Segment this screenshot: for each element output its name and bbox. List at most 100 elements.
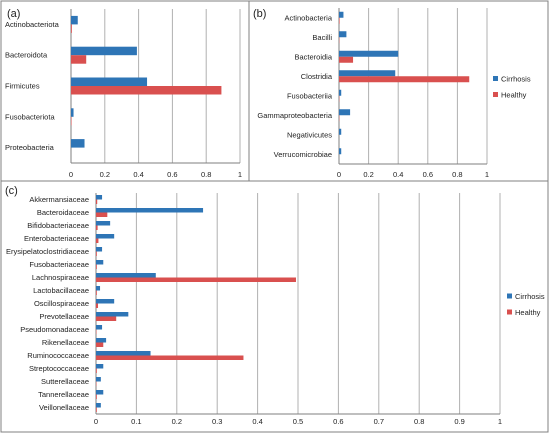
panel-label: (c): [5, 185, 18, 197]
legend-label-healthy: Healthy: [501, 91, 527, 100]
x-tick-label: 0.4: [252, 417, 262, 426]
bar-cirrhosis: [96, 195, 103, 200]
x-tick-label: 1: [498, 417, 502, 426]
bar-cirrhosis: [96, 273, 156, 278]
x-tick-label: 0.7: [374, 417, 384, 426]
bar-healthy: [96, 368, 97, 373]
bar-cirrhosis: [96, 390, 104, 395]
category-label: Prevotellaceae: [39, 312, 89, 321]
category-label: Bacilli: [312, 33, 332, 42]
bar-cirrhosis: [339, 148, 342, 155]
category-label: Actinobacteria: [284, 13, 332, 22]
bar-healthy: [71, 24, 72, 33]
category-label: Bacteroidaceae: [37, 208, 89, 217]
x-tick-label: 1: [485, 170, 489, 179]
category-label: Negativicutes: [287, 130, 332, 139]
bar-healthy: [96, 251, 97, 256]
bar-cirrhosis: [339, 31, 347, 38]
bar-cirrhosis: [339, 109, 351, 116]
panel-b-chart: (b) 0 0.2 0.4 0.6 0.8 1 Actinobacteria Bacilli Ba…: [253, 8, 531, 179]
bar-cirrhosis: [339, 89, 342, 96]
x-tick-label: 0.6: [423, 170, 433, 179]
bar-cirrhosis: [96, 325, 103, 330]
legend-swatch-cirrhosis: [507, 293, 512, 299]
bar-healthy: [96, 264, 97, 269]
x-tick-label: 0.2: [100, 170, 110, 179]
bar-cirrhosis: [96, 221, 111, 226]
panel-label: (b): [253, 8, 266, 20]
bar-healthy: [96, 394, 97, 399]
bar-cirrhosis: [96, 403, 101, 408]
legend-swatch-cirrhosis: [493, 76, 498, 81]
x-tick-label: 0.4: [133, 170, 143, 179]
category-label: Verrucomicrobiae: [274, 150, 332, 159]
x-tick-label: 0.5: [293, 417, 303, 426]
category-label: Fusobacteriota: [5, 112, 55, 121]
bar-healthy: [339, 76, 470, 83]
category-label: Lactobacillaceae: [33, 286, 89, 295]
panel-label: (a): [7, 8, 20, 20]
bar-cirrhosis: [96, 247, 103, 252]
category-label: Enterobacteriaceae: [24, 234, 89, 243]
x-tick-label: 0.2: [363, 170, 373, 179]
bar-cirrhosis: [339, 128, 342, 135]
x-tick-label: 1: [238, 170, 242, 179]
panel-a-chart: (a) 0 0.2 0.4 0.6 0.8 1 Actinobacteriota Bactero…: [5, 8, 242, 179]
bar-cirrhosis: [96, 351, 151, 356]
bar-cirrhosis: [71, 15, 78, 25]
category-label: Akkermansiaceae: [29, 195, 89, 204]
x-tick-label: 0.2: [172, 417, 182, 426]
bar-healthy: [96, 316, 117, 321]
x-tick-label: 0.4: [393, 170, 403, 179]
category-label: Tannerellaceae: [38, 390, 89, 399]
legend-label-cirrhosis: Cirrhosis: [501, 75, 531, 84]
category-label: Erysipelatoclostridiaceae: [6, 247, 89, 256]
category-label: Oscillospiraceae: [34, 299, 89, 308]
x-tick-label: 0.3: [212, 417, 222, 426]
bar-cirrhosis: [96, 299, 115, 304]
category-label: Fusobacteriaceae: [29, 260, 89, 269]
bar-healthy: [71, 55, 87, 64]
x-tick-label: 0.9: [454, 417, 464, 426]
category-label: Veillonellaceae: [39, 403, 89, 412]
panel-c-chart: (c) 0 0.1 0.2 0.3 0.4 0.5 0.6 0.7 0.8 0.9 1 Akkerman…: [5, 185, 545, 426]
category-label: Bacteroidota: [5, 51, 48, 60]
category-label: Rikenellaceae: [42, 338, 89, 347]
category-label: Clostridia: [301, 72, 333, 81]
bar-cirrhosis: [71, 139, 85, 148]
bar-cirrhosis: [339, 50, 399, 57]
bar-cirrhosis: [96, 377, 101, 382]
bar-healthy: [96, 290, 97, 295]
category-label: Lachnospiraceae: [32, 273, 89, 282]
bar-cirrhosis: [96, 286, 101, 291]
bar-cirrhosis: [96, 364, 104, 369]
x-tick-label: 0.8: [414, 417, 424, 426]
bar-cirrhosis: [71, 46, 137, 56]
bar-cirrhosis: [339, 70, 396, 77]
bar-healthy: [71, 116, 72, 126]
category-label: Sutterellaceae: [41, 377, 89, 386]
bar-healthy: [96, 355, 244, 360]
bar-healthy: [96, 342, 104, 347]
x-tick-label: 0: [337, 170, 341, 179]
category-label: Bacteroidia: [294, 52, 332, 61]
category-label: Fusobacteriia: [287, 91, 333, 100]
bar-cirrhosis: [71, 108, 74, 117]
bar-healthy: [96, 212, 108, 217]
bar-cirrhosis: [71, 77, 148, 86]
bar-cirrhosis: [96, 234, 115, 239]
x-tick-label: 0.8: [452, 170, 462, 179]
category-label: Ruminococcaceae: [27, 351, 89, 360]
x-tick-label: 0: [94, 417, 98, 426]
category-label: Actinobacteriota: [5, 20, 60, 29]
legend-swatch-healthy: [507, 309, 512, 315]
bar-cirrhosis: [339, 11, 344, 18]
legend-swatch-healthy: [493, 92, 498, 97]
x-tick-label: 0.6: [333, 417, 343, 426]
x-tick-label: 0.6: [167, 170, 177, 179]
category-label: Pseudomonadaceae: [20, 325, 89, 334]
bar-healthy: [339, 17, 340, 24]
category-label: Gammaproteobacteria: [257, 111, 332, 120]
